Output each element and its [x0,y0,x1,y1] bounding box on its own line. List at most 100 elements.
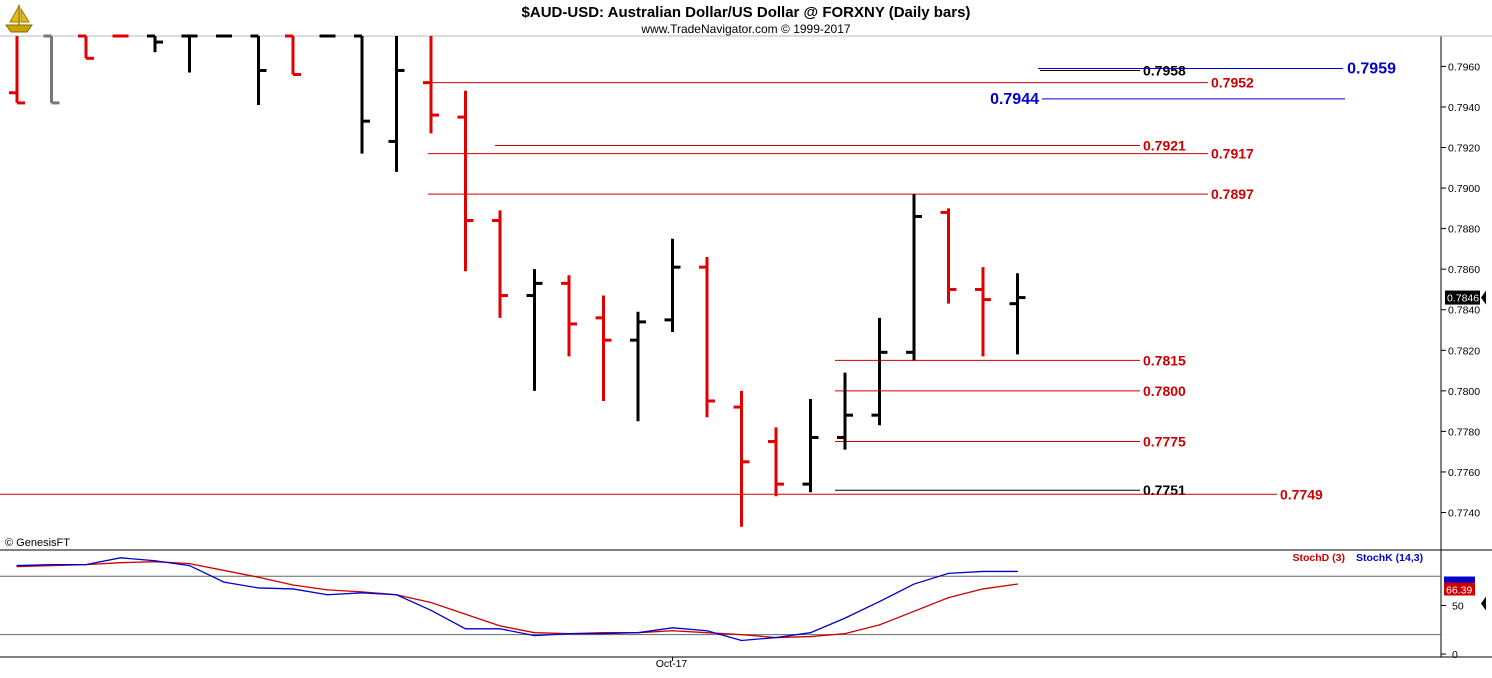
stoch-d-point [361,591,363,593]
stoch-k-point [119,557,122,559]
stoch-d-point [947,597,950,599]
level-label: 0.7958 [1143,62,1186,78]
stoch-k-point [809,632,812,634]
price-bar [285,34,301,77]
stoch-k-point [85,564,87,566]
stoch-k-point [878,600,881,603]
price-bar [664,238,681,333]
level-label: 0.7775 [1143,434,1186,450]
stoch-k-point [257,587,260,589]
price-tick-label: 0.7740 [1448,508,1480,520]
level-label: 0.7751 [1143,482,1186,498]
price-bar [492,210,508,318]
price-bar [940,208,957,304]
stoch-d-point [499,625,501,627]
stoch-k-point [292,588,294,590]
price-tick-label: 0.7800 [1448,386,1480,398]
level-label: 0.7917 [1211,146,1254,162]
stoch-k-point [326,594,329,596]
stoch-d-point [982,588,984,590]
price-tick-label: 0.7920 [1448,143,1480,155]
stoch-d-point [602,632,605,634]
price-tick-label: 0.7840 [1448,305,1480,317]
date-tick-label: Oct-17 [656,658,688,670]
stoch-d-point [1016,583,1019,585]
stochastic-panel: 0 50 StochD (3) StochK (14,3) 66.39 [0,552,1486,661]
stoch-k-point [50,564,53,566]
genesis-watermark: © GenesisFT [5,537,70,549]
stoch-d-point [809,635,812,638]
scroll-right-icon [1481,290,1486,305]
level-label: 0.7815 [1143,352,1186,368]
stoch-d-point [119,562,122,564]
price-bar [181,34,198,73]
stoch-k-point [499,628,501,630]
price-axis[interactable]: 0.77400.77600.77800.78000.78200.78400.78… [1441,61,1486,520]
stoch-k-point [464,628,467,630]
stoch-d-legend: StochD (3) [1293,552,1346,564]
stoch-d-point [913,610,915,612]
stoch-k-point [154,560,156,562]
stoch-scroll-icon [1481,596,1486,611]
stoch-d-point [740,634,743,636]
stoch-d-point [188,563,191,565]
stoch-k-point [844,617,846,619]
price-tick-label: 0.7780 [1448,426,1480,438]
price-bar [561,275,577,357]
price-bar [423,36,439,134]
price-bar [354,34,370,154]
level-label: 0.7952 [1211,75,1254,91]
price-bar [9,36,25,105]
date-axis[interactable]: Oct-17 [656,657,688,670]
stoch-k-point [913,583,915,585]
stoch-k-point [16,564,18,567]
stoch-k-legend: StochK (14,3) [1356,552,1423,564]
stoch-d-point [464,613,467,615]
price-bar [595,295,612,401]
price-bar [871,317,888,426]
last-price-badge [1445,290,1480,305]
stoch-d-point [326,589,329,591]
stoch-last-label: 66.39 [1446,585,1472,597]
price-tick-label: 0.7880 [1448,224,1480,236]
stoch-k-point [637,632,639,634]
stoch-d-point [671,630,674,632]
price-tick-label: 0.7820 [1448,345,1480,357]
stoch-d-point [878,624,881,626]
stoch-k-point [775,636,777,639]
stoch-d-point [292,584,294,586]
stoch-tick-label: 50 [1452,600,1464,612]
price-bar [630,311,646,422]
price-bar [250,34,267,105]
price-tick-label: 0.7760 [1448,467,1480,479]
price-bar [43,34,60,105]
price-bar [526,269,543,391]
stoch-d-point [844,633,846,635]
chart-subtitle: www.TradeNavigator.com © 1999-2017 [640,22,850,36]
stoch-d-point [430,601,432,604]
price-tick-label: 0.7900 [1448,183,1480,195]
price-bar [78,34,94,60]
sailing-ship-icon[interactable] [2,2,36,34]
price-bar [1009,273,1026,355]
price-tick-label: 0.7940 [1448,102,1480,114]
stoch-d-point [706,632,708,634]
stoch-k-point [430,609,432,611]
level-label: 0.7921 [1143,137,1186,153]
price-tick-label: 0.7860 [1448,264,1480,276]
stoch-d-point [257,576,260,578]
price-bar [768,427,784,497]
stoch-k-point [947,572,950,574]
price-bar [837,372,853,450]
stoch-k-point [568,633,570,635]
price-tick-label: 0.7960 [1448,61,1480,73]
stoch-d-last-badge [1444,582,1475,596]
last-price-label: 0.7846 [1447,293,1479,305]
stoch-k-point [740,639,743,642]
price-bar [388,36,405,172]
stoch-d-point [533,632,536,634]
stoch-k-point [602,633,605,635]
level-lines: 0.7958 0.7952 0.7959 0.7944 0.7921 0.7917 0.78… [0,60,1396,502]
stoch-k-line [16,557,1018,642]
